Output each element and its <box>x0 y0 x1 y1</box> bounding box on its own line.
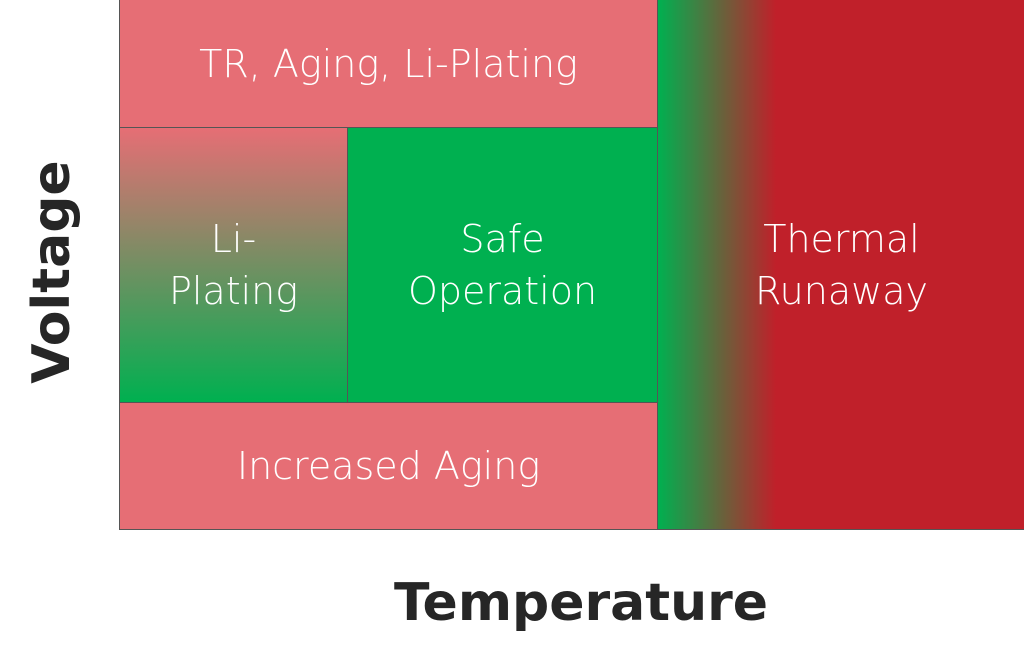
region-safe: Safe Operation <box>348 128 658 403</box>
x-axis-label: Temperature <box>393 573 769 633</box>
region-top: TR, Aging, Li-Plating <box>120 0 658 128</box>
region-label: TR, Aging, Li-Plating <box>199 41 578 86</box>
region-label: Safe <box>460 217 545 261</box>
region-label: Thermal <box>763 216 920 261</box>
region-label: Operation <box>407 269 598 313</box>
region-label: Runaway <box>754 268 928 313</box>
diagram: TR, Aging, Li-Plating Li- Plating Safe O… <box>119 0 1024 530</box>
region-label: Plating <box>168 269 299 313</box>
region-bottom: Increased Aging <box>120 403 658 529</box>
region-label: Li- <box>210 217 257 261</box>
region-label: Increased Aging <box>236 444 541 488</box>
region-li-plating: Li- Plating <box>120 128 348 403</box>
region-thermal: Thermal Runaway <box>658 0 1024 529</box>
y-axis-label: Voltage <box>22 160 82 384</box>
